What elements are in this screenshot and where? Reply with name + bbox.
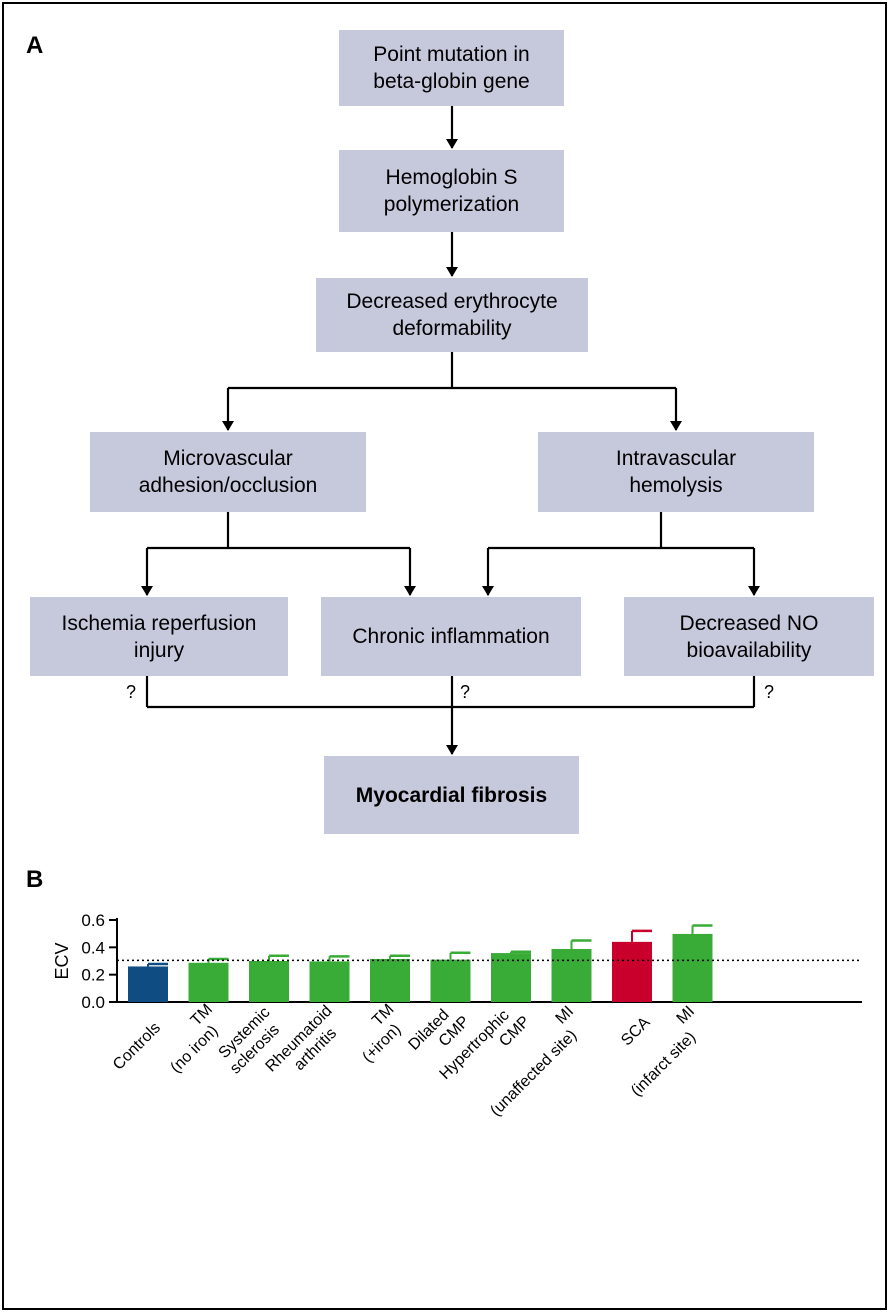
- bar: [188, 962, 229, 1002]
- panel-a-label: A: [26, 32, 44, 59]
- bar: [309, 961, 350, 1002]
- box-hbs-polymerization: Hemoglobin S polymerization: [339, 150, 564, 232]
- box-myocardial-fibrosis: Myocardial fibrosis: [324, 756, 579, 834]
- box-intravascular: Intravascular hemolysis: [538, 432, 814, 512]
- x-tick-label: Rheumatoidarthritis: [263, 1002, 349, 1088]
- box-point-mutation: Point mutation in beta-globin gene: [339, 30, 564, 106]
- x-tick-label: TM(no iron): [154, 1001, 229, 1076]
- question-mark-no: ?: [764, 682, 775, 702]
- x-tick-label: SCA: [618, 1014, 654, 1050]
- bar: [430, 959, 471, 1002]
- bar: [249, 961, 289, 1002]
- box-no-bioavailability: Decreased NO bioavailability: [624, 597, 874, 676]
- panel-b-label: B: [26, 866, 44, 893]
- bar: [672, 933, 713, 1002]
- bar: [370, 958, 410, 1002]
- box-microvascular: Microvascular adhesion/occlusion: [90, 432, 366, 512]
- x-tick-label: Controls: [110, 1019, 164, 1073]
- question-mark-inflammation: ?: [460, 682, 471, 702]
- flowchart-connectors: [141, 106, 760, 755]
- y-axis-label: ECV: [52, 942, 72, 979]
- y-tick-label: 0.2: [81, 966, 105, 985]
- y-tick-label: 0.0: [81, 993, 105, 1012]
- box-ischemia: Ischemia reperfusion injury: [30, 597, 288, 676]
- bar: [128, 966, 168, 1002]
- box-inflammation: Chronic inflammation: [321, 597, 581, 676]
- x-tick-label: MI(infarct site): [615, 1003, 712, 1100]
- box-decreased-deformability: Decreased erythrocyte deformability: [316, 278, 588, 352]
- bar: [612, 941, 652, 1002]
- x-tick-label: TM(+iron): [346, 1001, 411, 1066]
- y-tick-label: 0.4: [81, 938, 105, 957]
- bar: [551, 948, 592, 1002]
- y-tick-label: 0.6: [81, 911, 105, 930]
- question-mark-ischemia: ?: [126, 682, 137, 702]
- bar: [491, 953, 531, 1002]
